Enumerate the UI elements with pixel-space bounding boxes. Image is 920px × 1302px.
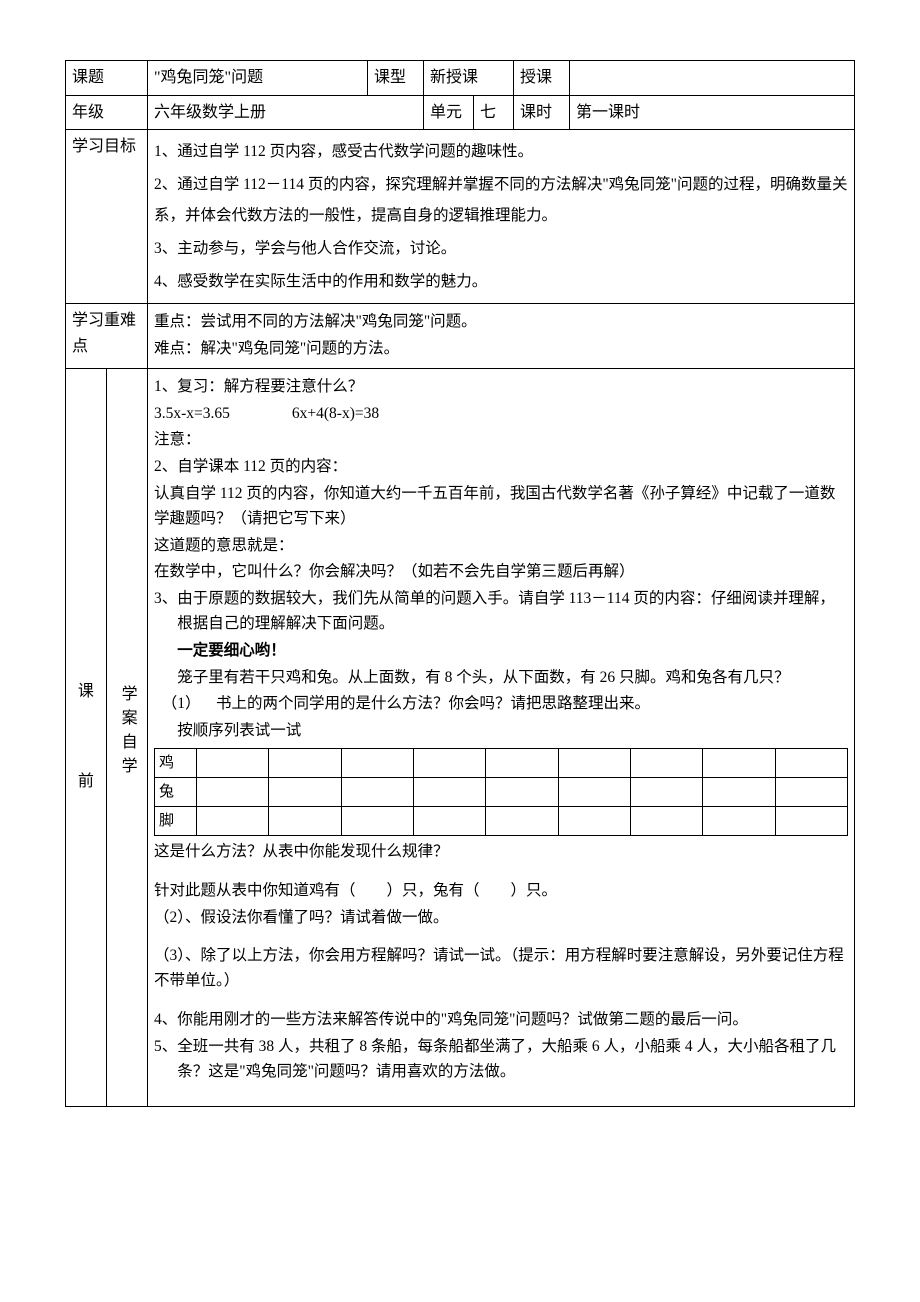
focus-diff: 难点：解决"鸡兔同笼"问题的方法。: [154, 337, 848, 362]
goals-content: 1、通过自学 112 页内容，感受古代数学问题的趣味性。 2、通过自学 112－…: [148, 130, 855, 304]
cell: [630, 806, 702, 835]
cell: [413, 748, 485, 777]
cell: [703, 806, 775, 835]
prelesson-col1-text: 课前: [78, 670, 94, 804]
selfstudy-text-a: 认真自学 112 页的内容，你知道大约一千五百年前，我国古代数学名著《孙子算经》…: [154, 482, 848, 532]
cell: [558, 748, 630, 777]
focus-row: 学习重难点 重点：尝试用不同的方法解决"鸡兔同笼"问题。 难点：解决"鸡兔同笼"…: [66, 304, 855, 369]
cell: [413, 806, 485, 835]
topic-label: 课题: [66, 61, 148, 96]
item4: 4、你能用刚才的一些方法来解答传说中的"鸡兔同笼"问题吗？试做第二题的最后一问。: [154, 1008, 848, 1033]
selfstudy-text-b: 这道题的意思就是：: [154, 534, 848, 559]
topic-value: "鸡兔同笼"问题: [148, 61, 368, 96]
cell: [486, 777, 558, 806]
sub1: （1） 书上的两个同学用的是什么方法？你会吗？请把思路整理出来。: [154, 692, 848, 717]
cell: [558, 806, 630, 835]
focus-label: 学习重难点: [66, 304, 148, 369]
cell: [341, 806, 413, 835]
cell: [486, 748, 558, 777]
equations: 3.5x-x=3.65 6x+4(8-x)=38: [154, 402, 848, 427]
fill-blank: 针对此题从表中你知道鸡有（ ）只，兔有（ ）只。: [154, 879, 848, 904]
cell: [630, 777, 702, 806]
row-label-rabbit: 兔: [155, 777, 197, 806]
selfstudy-text-c: 在数学中，它叫什么？你会解决吗？（如若不会先自学第三题后再解）: [154, 560, 848, 585]
cell: [703, 777, 775, 806]
item3-text: 3、由于原题的数据较大，我们先从简单的问题入手。请自学 113－114 页的内容…: [154, 587, 848, 637]
period-value: 第一课时: [570, 95, 855, 130]
prelesson-row: 课前 学案自学 1、复习：解方程要注意什么？ 3.5x-x=3.65 6x+4(…: [66, 368, 855, 1107]
prelesson-col2-text: 学案自学: [114, 685, 140, 781]
cell: [775, 748, 847, 777]
focus-content: 重点：尝试用不同的方法解决"鸡兔同笼"问题。 难点：解决"鸡兔同笼"问题的方法。: [148, 304, 855, 369]
cell: [269, 748, 341, 777]
goal-item: 4、感受数学在实际生活中的作用和数学的魅力。: [154, 266, 848, 297]
period-label: 课时: [514, 95, 570, 130]
teach-value: [570, 61, 855, 96]
spacer: [154, 1086, 848, 1100]
unit-value: 七: [474, 95, 514, 130]
row-label-feet: 脚: [155, 806, 197, 835]
table-row: 兔: [155, 777, 848, 806]
selfstudy-heading: 2、自学课本 112 页的内容：: [154, 455, 848, 480]
type-label: 课型: [368, 61, 424, 96]
item5: 5、全班一共有 38 人，共租了 8 条船，每条船都坐满了，大船乘 6 人，小船…: [154, 1035, 848, 1085]
cell: [197, 806, 269, 835]
cell: [486, 806, 558, 835]
cell: [341, 777, 413, 806]
prelesson-col1: 课前: [66, 368, 107, 1107]
cell: [341, 748, 413, 777]
goal-item: 1、通过自学 112 页内容，感受古代数学问题的趣味性。: [154, 136, 848, 167]
try-table: 鸡 兔 脚: [154, 748, 848, 836]
unit-label: 单元: [424, 95, 474, 130]
cell: [269, 806, 341, 835]
cell: [413, 777, 485, 806]
focus-key: 重点：尝试用不同的方法解决"鸡兔同笼"问题。: [154, 310, 848, 335]
prelesson-col2: 学案自学: [106, 368, 147, 1107]
header-row-1: 课题 "鸡兔同笼"问题 课型 新授课 授课: [66, 61, 855, 96]
grade-label: 年级: [66, 95, 148, 130]
grade-value: 六年级数学上册: [148, 95, 424, 130]
cell: [558, 777, 630, 806]
cell: [775, 806, 847, 835]
note-label: 注意：: [154, 428, 848, 453]
try-table-label: 按顺序列表试一试: [154, 719, 848, 744]
method-question: 这是什么方法？从表中你能发现什么规律？: [154, 840, 848, 865]
cell: [269, 777, 341, 806]
table-row: 鸡: [155, 748, 848, 777]
teach-label: 授课: [514, 61, 570, 96]
item3-span: 3、由于原题的数据较大，我们先从简单的问题入手。请自学 113－114 页的内容…: [154, 590, 835, 632]
goals-row: 学习目标 1、通过自学 112 页内容，感受古代数学问题的趣味性。 2、通过自学…: [66, 130, 855, 304]
item3-bold: 一定要细心哟！: [154, 639, 848, 664]
lesson-plan-table: 课题 "鸡兔同笼"问题 课型 新授课 授课 年级 六年级数学上册 单元 七 课时…: [65, 60, 855, 1107]
goal-item: 3、主动参与，学会与他人合作交流，讨论。: [154, 233, 848, 264]
cell: [197, 777, 269, 806]
row-label-chicken: 鸡: [155, 748, 197, 777]
sub2: （2）、假设法你看懂了吗？请试着做一做。: [154, 906, 848, 931]
review-heading: 1、复习：解方程要注意什么？: [154, 375, 848, 400]
cell: [775, 777, 847, 806]
goal-item: 2、通过自学 112－114 页的内容，探究理解并掌握不同的方法解决"鸡兔同笼"…: [154, 169, 848, 231]
table-row: 脚: [155, 806, 848, 835]
cell: [197, 748, 269, 777]
cell: [630, 748, 702, 777]
cage-problem: 笼子里有若干只鸡和兔。从上面数，有 8 个头，从下面数，有 26 只脚。鸡和兔各…: [154, 666, 848, 691]
sub3: （3）、除了以上方法，你会用方程解吗？请试一试。（提示：用方程解时要注意解设，另…: [154, 944, 848, 994]
goals-label: 学习目标: [66, 130, 148, 304]
cell: [703, 748, 775, 777]
type-value: 新授课: [424, 61, 514, 96]
header-row-2: 年级 六年级数学上册 单元 七 课时 第一课时: [66, 95, 855, 130]
prelesson-content: 1、复习：解方程要注意什么？ 3.5x-x=3.65 6x+4(8-x)=38 …: [148, 368, 855, 1107]
